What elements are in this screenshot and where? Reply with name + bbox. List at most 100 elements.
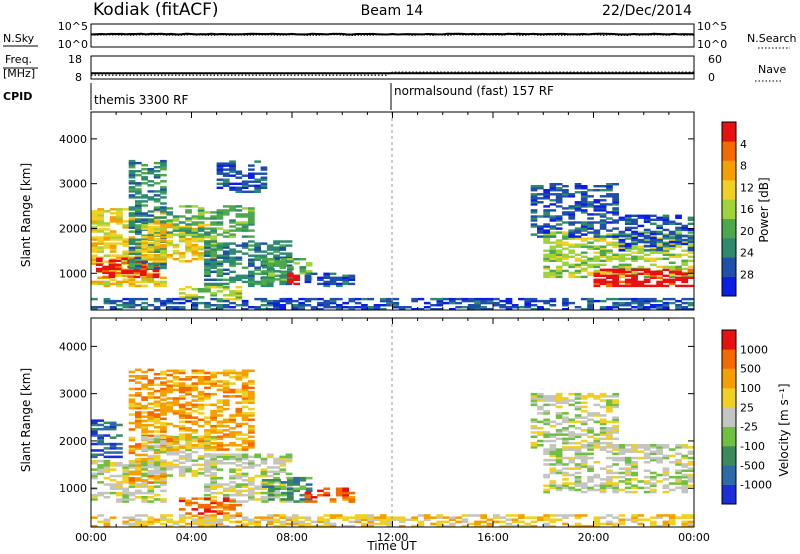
velocity-cell: [185, 522, 192, 526]
power-cell: [141, 306, 148, 309]
velocity-cell: [109, 455, 117, 459]
power-cell: [354, 306, 362, 309]
velocity-cell: [624, 490, 632, 494]
power-cell: [543, 189, 550, 192]
power-cell: [204, 290, 211, 293]
velocity-cell: [537, 392, 544, 396]
velocity-cell: [624, 469, 632, 473]
velocity-cell: [141, 485, 148, 488]
power-cell: [662, 257, 670, 261]
velocity-cell: [210, 375, 217, 379]
power-cell: [135, 202, 142, 205]
velocity-cell: [103, 518, 111, 522]
velocity-cell: [587, 456, 594, 460]
velocity-cell: [537, 395, 544, 398]
power-cell: [216, 172, 224, 175]
velocity-cell: [593, 403, 601, 407]
velocity-cell: [342, 498, 349, 501]
velocity-cell: [423, 518, 431, 522]
velocity-cell: [229, 457, 236, 461]
velocity-cell: [128, 445, 136, 448]
power-cell: [229, 252, 236, 255]
velocity-cell: [279, 470, 287, 474]
velocity-cell: [612, 471, 619, 475]
power-cell: [235, 227, 243, 230]
velocity-cell: [329, 514, 337, 517]
velocity-cell: [116, 485, 123, 488]
velocity-cell: [599, 446, 607, 449]
velocity-cell: [153, 426, 161, 429]
velocity-cell: [348, 520, 356, 524]
velocity-cell: [135, 419, 142, 423]
power-cell: [637, 308, 645, 310]
velocity-cell: [235, 373, 243, 377]
power-cell: [248, 254, 255, 257]
velocity-cell: [109, 491, 117, 495]
power-cell: [675, 222, 682, 226]
velocity-cell: [687, 514, 694, 517]
power-cell: [216, 286, 224, 289]
power-cell: [423, 306, 431, 309]
power-cell: [197, 256, 205, 259]
velocity-cell: [141, 514, 148, 517]
velocity-cell: [160, 518, 167, 522]
velocity-cell: [135, 402, 142, 406]
velocity-cell: [323, 522, 331, 526]
power-cell: [191, 237, 199, 241]
power-cell: [599, 221, 607, 224]
velocity-cell: [204, 453, 211, 457]
velocity-cell: [606, 486, 613, 490]
velocity-cell: [109, 445, 117, 448]
power-cell: [229, 182, 236, 186]
velocity-cell: [147, 394, 155, 397]
power-cell: [109, 282, 117, 286]
power-cell: [656, 272, 663, 276]
power-cell: [543, 271, 550, 275]
power-cell: [128, 301, 136, 305]
velocity-cell: [116, 462, 123, 465]
power-cell: [637, 255, 645, 259]
velocity-cell: [229, 474, 236, 478]
power-cell: [185, 250, 192, 253]
velocity-cell: [587, 475, 594, 479]
power-cell: [606, 195, 613, 198]
power-cell: [562, 257, 569, 261]
power-cell: [631, 297, 638, 301]
velocity-cell: [103, 468, 111, 471]
power-cell: [555, 205, 563, 208]
velocity-cell: [204, 441, 211, 445]
velocity-cell: [135, 411, 142, 414]
power-cell: [530, 219, 538, 222]
power-cell: [650, 244, 657, 248]
velocity-cell: [599, 488, 607, 492]
power-cell: [304, 274, 312, 278]
power-cell: [662, 268, 670, 272]
power-cell: [530, 197, 538, 200]
velocity-cell: [185, 501, 192, 505]
velocity-cell: [141, 428, 148, 431]
power-cell: [379, 297, 387, 301]
velocity-cell: [668, 516, 676, 519]
power-cell: [197, 252, 205, 255]
velocity-cell: [197, 392, 205, 396]
velocity-cell: [185, 433, 192, 436]
power-cell: [235, 205, 243, 208]
velocity-cell: [222, 424, 230, 428]
power-cell: [91, 262, 98, 265]
power-cell: [543, 239, 550, 242]
power-cell: [229, 170, 236, 173]
velocity-cell: [210, 416, 217, 419]
velocity-cell: [216, 485, 224, 488]
velocity-cell: [254, 498, 261, 501]
power-cell: [166, 231, 174, 234]
power-cell: [612, 268, 619, 272]
power-cell: [681, 278, 689, 282]
power-cell: [467, 306, 475, 309]
power-cell: [580, 199, 588, 202]
velocity-cell: [160, 522, 167, 526]
velocity-cell: [386, 516, 393, 519]
power-cell: [254, 160, 261, 163]
velocity-cell: [687, 520, 694, 524]
velocity-cell: [185, 429, 192, 432]
velocity-cell: [568, 435, 576, 439]
